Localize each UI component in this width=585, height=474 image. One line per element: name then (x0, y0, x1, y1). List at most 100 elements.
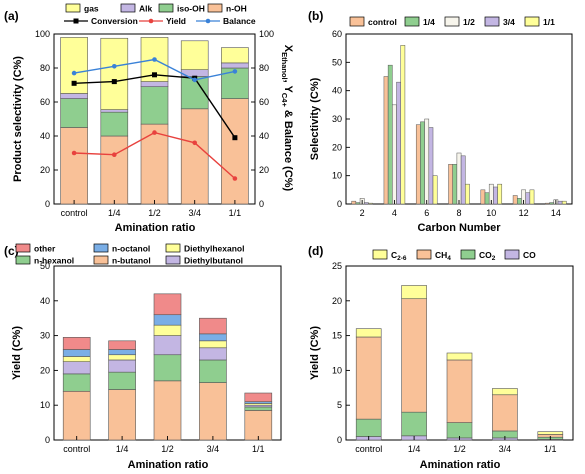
panel-d-bar-ch4 (446, 359, 473, 423)
legend-swatch-control (349, 16, 365, 27)
panel-a-point-yield (192, 140, 197, 146)
panel-a-point-conversion (152, 72, 157, 78)
panel-a-y-tick-label: 100 (35, 29, 50, 39)
legend-label-conversion: Conversion (91, 16, 138, 26)
panel-d-bar-ch4 (492, 394, 518, 432)
panel-d-bar-co2 (355, 418, 382, 437)
panel-c-y-tick-label: 10 (40, 400, 50, 410)
legend-label-n-octanol: n-octanol (112, 244, 150, 254)
panel-c-x-tick-label: 1/1 (252, 444, 265, 454)
panel-b-bar-1-1 (368, 202, 373, 205)
panel-b-bar-1-2 (424, 118, 430, 205)
panel-c-bar-n-octanol (108, 349, 136, 356)
panel-c-y-label: Yield (C%) (11, 326, 23, 380)
panel-b-x-tick-label: 10 (486, 208, 496, 218)
legend-swatch-1-4 (404, 16, 420, 27)
legend-label-other: other (34, 244, 56, 254)
panel-b-x-tick-label: 2 (360, 208, 365, 218)
panel-a-y2-label: XEthanol, YC4+ & Balance (C%) (280, 45, 294, 192)
panel-d-bar-ch4 (401, 298, 427, 413)
panel-c-x-label: Amination ratio (128, 459, 209, 471)
legend-swatch-n-octanol (93, 243, 109, 253)
legend-label-iso-oh: iso-OH (177, 4, 205, 14)
panel-d-y-tick-label: 25 (332, 261, 342, 271)
panel-c-bar-n-octanol (199, 333, 227, 342)
panel-a-point-balance (112, 64, 117, 69)
legend-swatch-c2-6 (372, 249, 388, 260)
legend-swatch-gas (65, 3, 81, 13)
panel-c: (c) control 1/4 1/2 3/4 1/1 0 10 20 30 40 50 Amin… (4, 243, 282, 471)
panel-d-x-ticks: control 1/4 1/2 3/4 1/1 (355, 436, 557, 454)
panel-d-label: (d) (308, 244, 323, 258)
panel-b-bar-3-4 (493, 186, 498, 205)
legend-label-ch4: CH4 (435, 250, 451, 262)
panel-d-y-label: Yield (C%) (309, 326, 321, 380)
legend-swatch-n-hexanol (15, 255, 31, 265)
legend-swatch-1-2 (444, 16, 460, 27)
panel-c-y-tick-label: 30 (40, 331, 50, 341)
panel-b-bar-1-4 (387, 64, 393, 205)
legend-label-balance: Balance (223, 16, 256, 26)
panel-d-bar-ch4 (355, 336, 382, 420)
panel-b-x-tick-label: 4 (392, 208, 397, 218)
panel-a-bar-alk (140, 81, 169, 87)
panel-b-y-tick-label: 0 (337, 199, 342, 209)
panel-a-y-tick-label: 80 (40, 63, 50, 73)
panel-b-bar-1-1 (400, 45, 406, 205)
legend-label-1-2: 1/2 (463, 17, 475, 27)
panel-d-bar-c2-6 (355, 328, 382, 338)
panel-c-y-tick-label: 20 (40, 365, 50, 375)
panel-a-point-balance (232, 69, 238, 74)
panel-b-bar-1-4 (549, 202, 555, 205)
legend-label-n-butanol: n-butanol (112, 256, 151, 266)
panel-a: (a) control 1/4 1/2 3/4 1/1 0 20 40 60 80 100 0 20… (4, 4, 294, 235)
panel-c-bars (62, 293, 273, 441)
panel-c-legend: other n-octanol Diethylhexanol n-hexanol… (15, 243, 244, 266)
legend-label-control: control (368, 17, 397, 27)
panel-a-bar-alk (60, 93, 88, 99)
panel-c-bar-n-butanol (244, 410, 273, 441)
panel-d-bars (355, 285, 564, 441)
panel-a-x-label: Amination ratio (115, 222, 196, 234)
panel-b-bar-1-4 (452, 164, 458, 205)
panel-b-bars (351, 45, 567, 205)
panel-b-bar-control (448, 164, 453, 205)
panel-c-bar-other (62, 337, 91, 350)
panel-c-bar-diethylbutanol (199, 347, 227, 361)
panel-a-bar-n-oh (100, 135, 129, 205)
panel-a-x-tick-label: 3/4 (188, 208, 201, 218)
panel-a-x-tick-label: 1/1 (229, 208, 242, 218)
panel-a-bar-alk (221, 62, 249, 69)
panel-c-x-tick-label: 1/2 (161, 444, 174, 454)
legend-swatch-alk (120, 3, 136, 13)
panel-c-bar-n-hexanol (108, 371, 136, 390)
panel-d-x-tick-label: 1/2 (453, 444, 466, 454)
legend-swatch-n-butanol (93, 255, 109, 265)
legend-label-1-4: 1/4 (423, 17, 435, 27)
legend-swatch-diethylhexanol (165, 243, 181, 253)
panel-a-bar-iso-oh (100, 111, 129, 137)
legend-label-yield: Yield (166, 16, 186, 26)
panel-b-bar-1-1 (432, 175, 438, 205)
panel-c-bar-n-butanol (199, 382, 227, 441)
legend-swatch-co2 (460, 249, 476, 260)
panel-a-point-yield (112, 152, 117, 157)
panel-b-label: (b) (308, 9, 323, 23)
panel-c-bar-n-hexanol (244, 406, 273, 411)
legend-label-diethylhexanol: Diethylhexanol (184, 244, 244, 254)
legend-label-n-hexanol: n-hexanol (34, 256, 74, 266)
panel-d-x-label: Amination ratio (420, 459, 501, 471)
panel-b-bar-1-1 (465, 183, 470, 205)
panel-a-y-tick-label: 40 (40, 131, 50, 141)
panel-c-y-ticks: 0 10 20 30 40 50 (40, 261, 58, 445)
panel-b-bar-1-2 (456, 152, 462, 205)
panel-a-y2-tick-label: 40 (259, 131, 269, 141)
panel-a-y2-ticks: 0 20 40 60 80 100 (251, 29, 274, 209)
panel-a-point-balance (71, 70, 77, 76)
panel-a-bar-gas (221, 47, 249, 64)
panel-b-x-ticks: 2 4 6 8 10 12 14 (360, 200, 561, 218)
panel-b: (b) 2 4 6 8 10 12 14 0 10 20 30 40 50 60 Carbon Numb… (308, 9, 573, 234)
legend-label-co2: CO2 (479, 250, 496, 262)
legend-swatch-n-oh (207, 3, 223, 13)
